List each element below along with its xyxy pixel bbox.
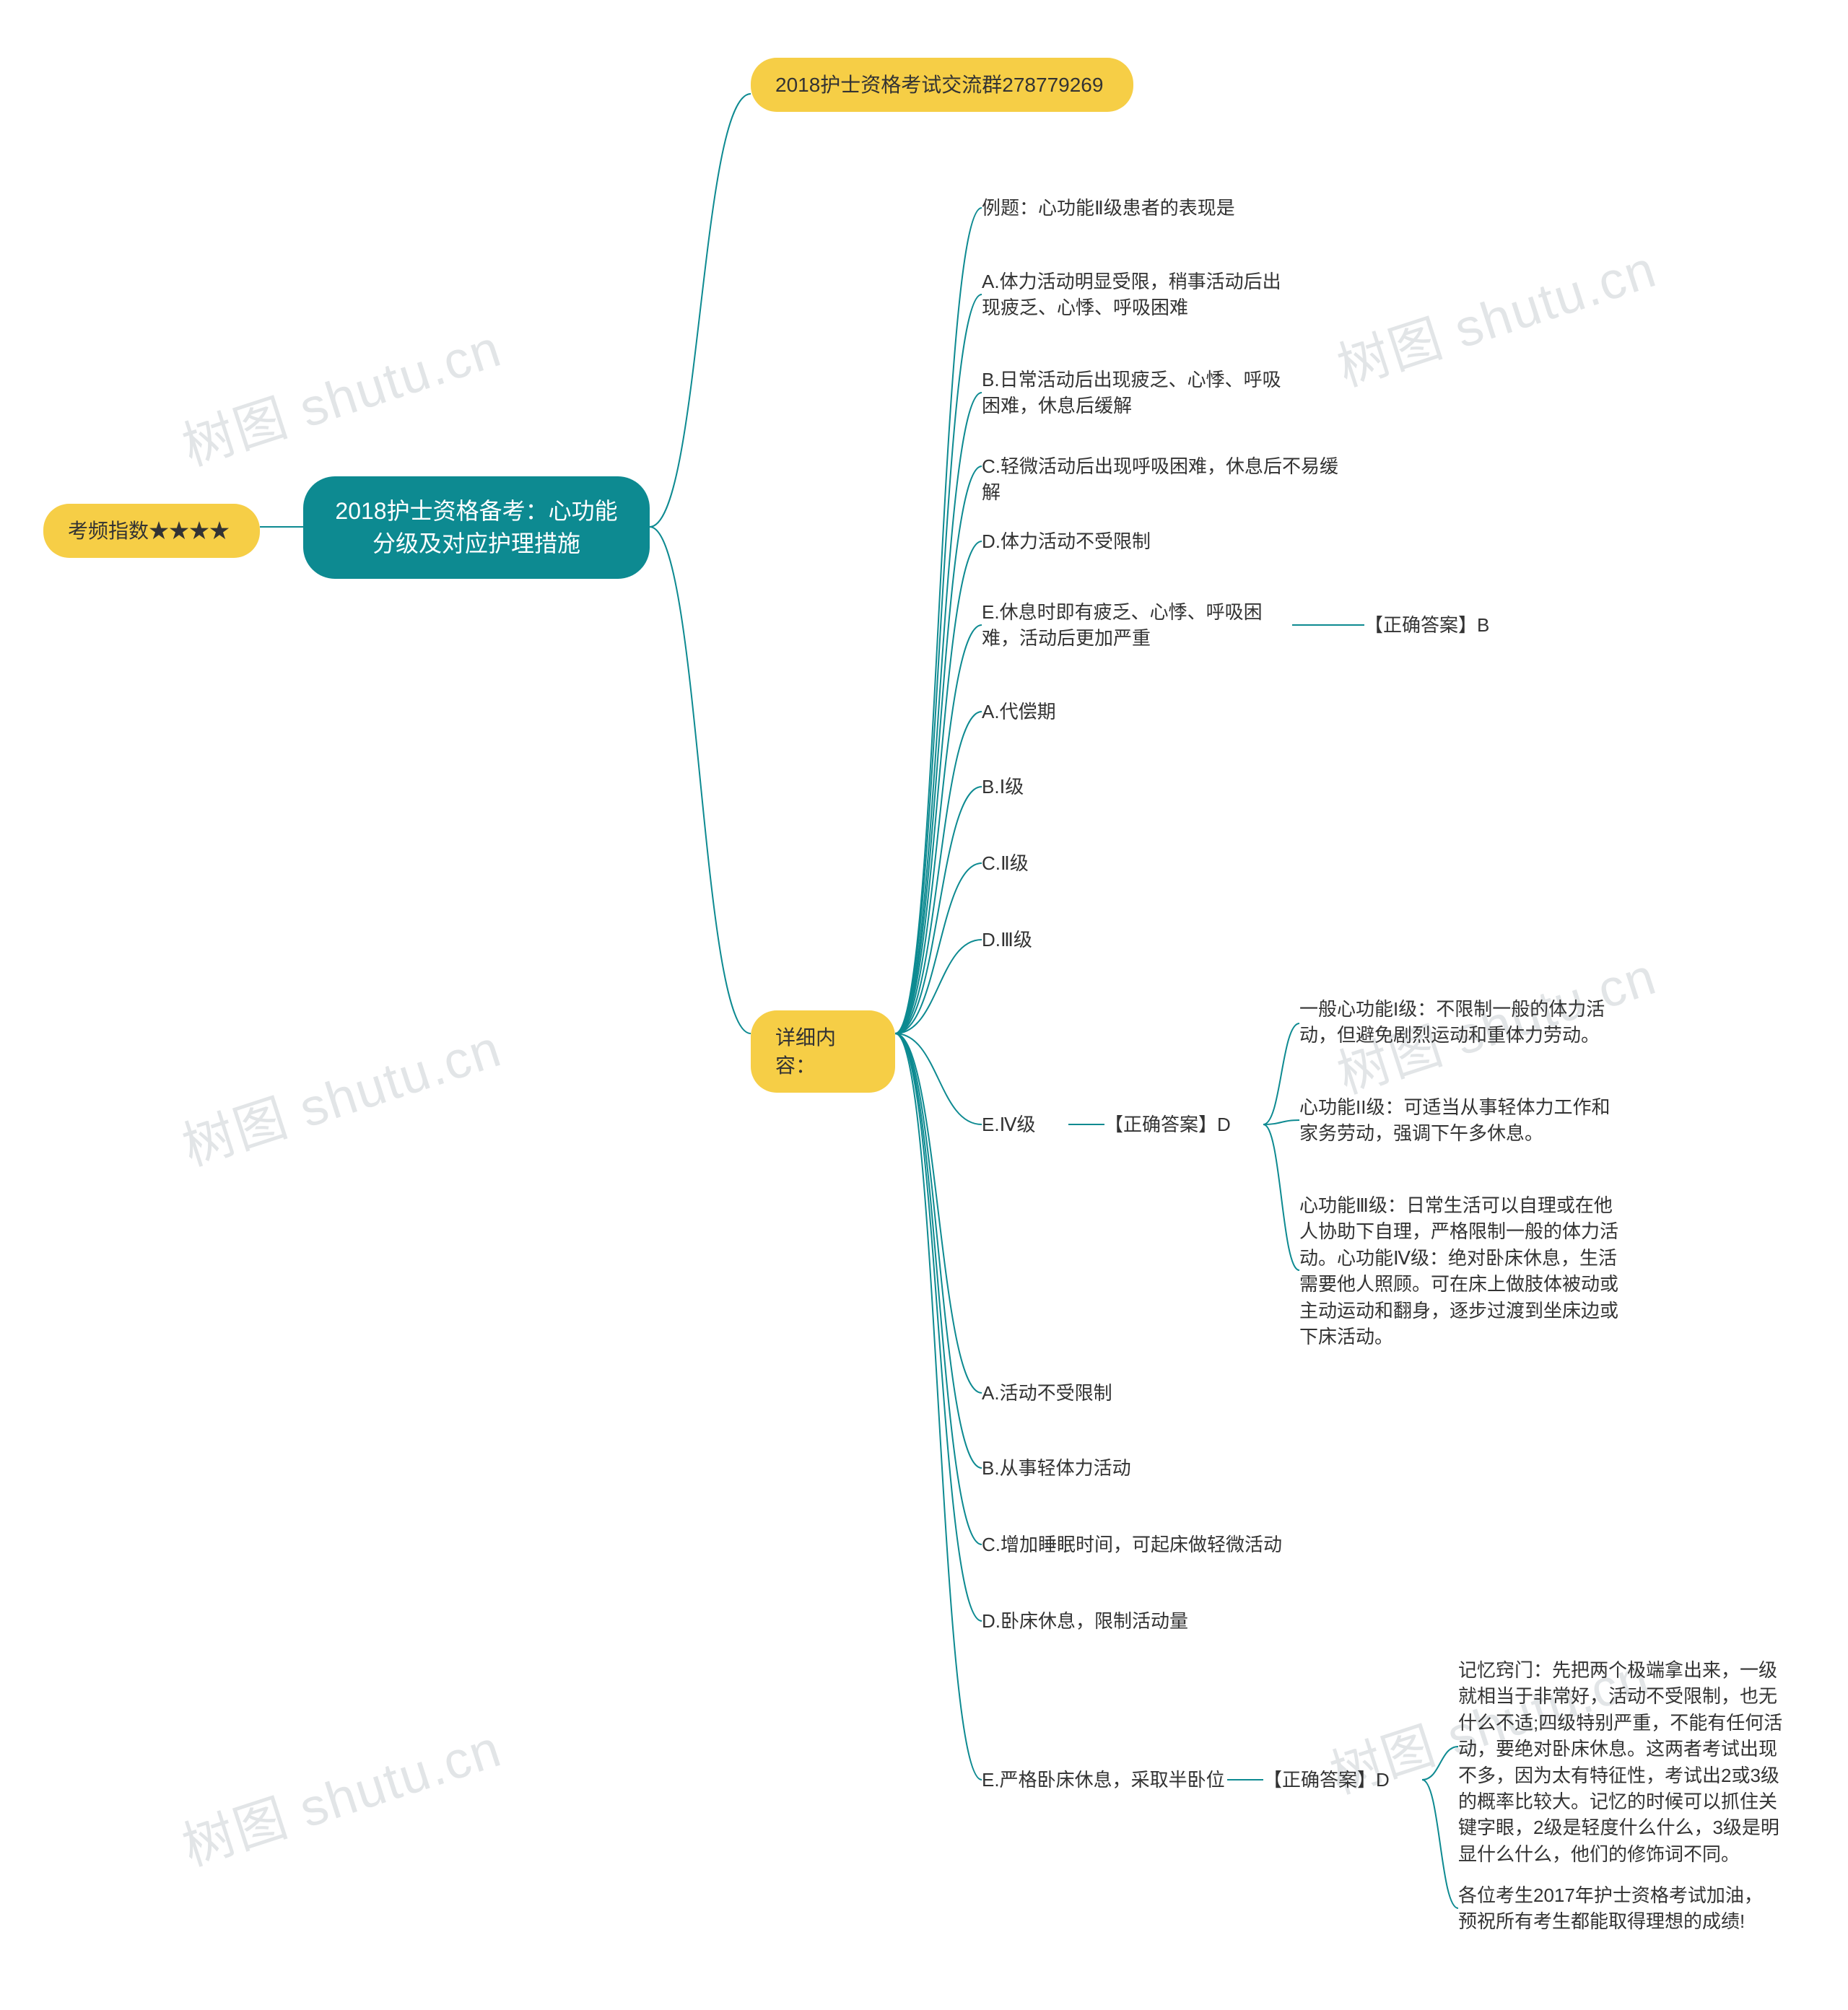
mindmap-edge [650, 527, 751, 1034]
mindmap-node-label: C.增加睡眠时间，可起床做轻微活动 [982, 1531, 1285, 1557]
mindmap-node-label: 【正确答案】B [1364, 612, 1523, 638]
mindmap-node-label: D.体力活动不受限制 [982, 528, 1292, 554]
mindmap-node-n_C2[interactable]: C.增加睡眠时间，可起床做轻微活动 [982, 1531, 1285, 1557]
mindmap-edge [895, 625, 982, 1034]
watermark: 树图 shutu.cn [172, 1006, 510, 1180]
mindmap-edge [1422, 1747, 1458, 1780]
watermark: 树图 shutu.cn [1327, 227, 1665, 401]
mindmap-node-n_sub2[interactable]: 心功能II级：可适当从事轻体力工作和家务劳动，强调下午多休息。 [1299, 1094, 1617, 1147]
mindmap-node-label: 记忆窍门：先把两个极端拿出来，一级就相当于非常好，活动不受限制，也无什么不适;四… [1458, 1657, 1783, 1867]
mindmap-node-n_c[interactable]: C.轻微活动后出现呼吸困难，休息后不易缓解 [982, 453, 1343, 506]
mindmap-edge [895, 1034, 982, 1544]
mindmap-node-label: 心功能II级：可适当从事轻体力工作和家务劳动，强调下午多休息。 [1299, 1094, 1617, 1147]
mindmap-node-label: D.卧床休息，限制活动量 [982, 1608, 1234, 1634]
mindmap-edge [1263, 1023, 1299, 1124]
mindmap-node-label: 各位考生2017年护士资格考试加油，预祝所有考生都能取得理想的成绩! [1458, 1882, 1776, 1935]
mindmap-node-n_d[interactable]: D.体力活动不受限制 [982, 528, 1292, 554]
mindmap-node-n_Cc[interactable]: C.Ⅱ级 [982, 850, 1198, 876]
mindmap-node-label: D.Ⅲ级 [982, 927, 1198, 953]
watermark: 树图 shutu.cn [172, 306, 510, 480]
mindmap-node-left1[interactable]: 考频指数★★★★ [43, 504, 260, 558]
mindmap-node-n_Dd[interactable]: D.Ⅲ级 [982, 927, 1198, 953]
mindmap-edge [895, 294, 982, 1034]
mindmap-node-n_Aa[interactable]: A.代偿期 [982, 699, 1198, 725]
mindmap-node-y1[interactable]: 2018护士资格考试交流群278779269 [751, 58, 1133, 112]
mindmap-node-y2[interactable]: 详细内容： [751, 1010, 895, 1093]
mindmap-edge [1263, 1124, 1299, 1270]
mindmap-node-label: C.轻微活动后出现呼吸困难，休息后不易缓解 [982, 453, 1343, 506]
mindmap-edge [650, 94, 751, 527]
mindmap-node-label: E.休息时即有疲乏、心悸、呼吸困难，活动后更加严重 [982, 599, 1292, 652]
mindmap-node-label: A.活动不受限制 [982, 1380, 1198, 1406]
mindmap-edge [895, 1034, 982, 1468]
mindmap-edge [895, 712, 982, 1034]
mindmap-node-n_ans2[interactable]: 【正确答案】D [1104, 1111, 1263, 1137]
mindmap-edge [895, 1034, 982, 1780]
mindmap-node-n_good[interactable]: 各位考生2017年护士资格考试加油，预祝所有考生都能取得理想的成绩! [1458, 1882, 1776, 1935]
mindmap-edge [1422, 1780, 1458, 1908]
mindmap-canvas: 树图 shutu.cn 树图 shutu.cn 树图 shutu.cn 树图 shut… [0, 0, 1848, 2010]
mindmap-node-n_b[interactable]: B.日常活动后出现疲乏、心悸、呼吸困难，休息后缓解 [982, 367, 1292, 419]
mindmap-edge [895, 1034, 982, 1393]
mindmap-node-label: 考频指数★★★★ [68, 517, 235, 545]
mindmap-node-n_A2[interactable]: A.活动不受限制 [982, 1380, 1198, 1406]
mindmap-node-label: E.严格卧床休息，采取半卧位 [982, 1767, 1227, 1793]
mindmap-edge [895, 393, 982, 1034]
mindmap-edge [895, 208, 982, 1034]
mindmap-node-label: C.Ⅱ级 [982, 850, 1198, 876]
mindmap-node-label: 【正确答案】D [1104, 1111, 1263, 1137]
mindmap-edge [895, 1034, 982, 1621]
mindmap-node-n_sub3[interactable]: 心功能Ⅲ级：日常生活可以自理或在他人协助下自理，严格限制一般的体力活动。心功能Ⅳ… [1299, 1192, 1624, 1350]
mindmap-node-n_E2[interactable]: E.严格卧床休息，采取半卧位 [982, 1767, 1227, 1793]
mindmap-node-label: 例题：心功能Ⅱ级患者的表现是 [982, 195, 1292, 221]
mindmap-node-n_ans3[interactable]: 【正确答案】D [1263, 1767, 1422, 1793]
mindmap-node-label: B.从事轻体力活动 [982, 1455, 1198, 1481]
mindmap-node-n_tip[interactable]: 记忆窍门：先把两个极端拿出来，一级就相当于非常好，活动不受限制，也无什么不适;四… [1458, 1657, 1783, 1867]
mindmap-edge [895, 863, 982, 1034]
mindmap-node-label: A.体力活动明显受限，稍事活动后出现疲乏、心悸、呼吸困难 [982, 268, 1292, 321]
mindmap-node-n_a[interactable]: A.体力活动明显受限，稍事活动后出现疲乏、心悸、呼吸困难 [982, 268, 1292, 321]
mindmap-edge [895, 1034, 982, 1124]
mindmap-node-label: 2018护士资格备考：心功能分级及对应护理措施 [332, 495, 621, 560]
mindmap-node-label: B.Ⅰ级 [982, 774, 1198, 800]
mindmap-edge [895, 787, 982, 1034]
mindmap-node-n_e[interactable]: E.休息时即有疲乏、心悸、呼吸困难，活动后更加严重 [982, 599, 1292, 652]
mindmap-edge [895, 466, 982, 1034]
mindmap-edge [895, 940, 982, 1034]
mindmap-node-n_q1[interactable]: 例题：心功能Ⅱ级患者的表现是 [982, 195, 1292, 221]
mindmap-node-n_B2[interactable]: B.从事轻体力活动 [982, 1455, 1198, 1481]
mindmap-node-label: 一般心功能I级：不限制一般的体力活动，但避免剧烈运动和重体力劳动。 [1299, 996, 1617, 1049]
watermark: 树图 shutu.cn [172, 1706, 510, 1880]
mindmap-node-root[interactable]: 2018护士资格备考：心功能分级及对应护理措施 [303, 476, 650, 579]
mindmap-node-label: 【正确答案】D [1263, 1767, 1422, 1793]
mindmap-node-n_D2[interactable]: D.卧床休息，限制活动量 [982, 1608, 1234, 1634]
mindmap-node-label: B.日常活动后出现疲乏、心悸、呼吸困难，休息后缓解 [982, 367, 1292, 419]
mindmap-node-label: 2018护士资格考试交流群278779269 [775, 71, 1109, 99]
mindmap-node-label: E.Ⅳ级 [982, 1111, 1068, 1137]
mindmap-node-n_Bb[interactable]: B.Ⅰ级 [982, 774, 1198, 800]
mindmap-node-label: 心功能Ⅲ级：日常生活可以自理或在他人协助下自理，严格限制一般的体力活动。心功能Ⅳ… [1299, 1192, 1624, 1350]
mindmap-node-n_Ee[interactable]: E.Ⅳ级 [982, 1111, 1068, 1137]
mindmap-edge [1263, 1120, 1299, 1124]
mindmap-node-n_ans1[interactable]: 【正确答案】B [1364, 612, 1523, 638]
mindmap-node-label: A.代偿期 [982, 699, 1198, 725]
mindmap-edge [895, 541, 982, 1034]
mindmap-node-label: 详细内容： [775, 1023, 871, 1080]
mindmap-node-n_sub1[interactable]: 一般心功能I级：不限制一般的体力活动，但避免剧烈运动和重体力劳动。 [1299, 996, 1617, 1049]
